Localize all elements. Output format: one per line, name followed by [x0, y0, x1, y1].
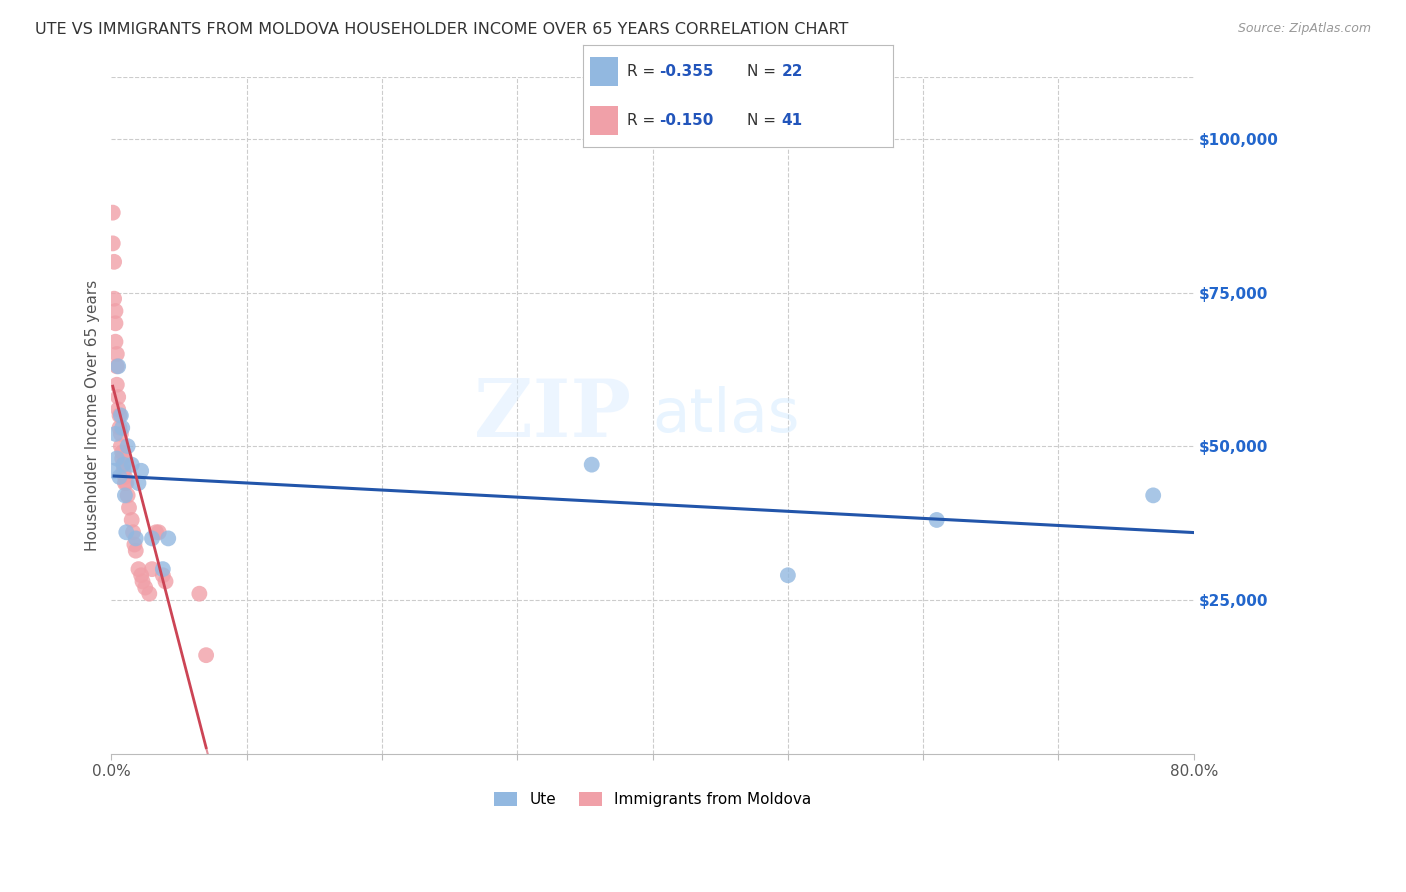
Point: [111, 451, 134, 466]
Bar: [589, 57, 617, 86]
Point: [114, 488, 136, 502]
Text: -0.355: -0.355: [659, 63, 714, 78]
Point: [131, 574, 153, 589]
Point: [110, 409, 132, 423]
Text: R =: R =: [627, 63, 659, 78]
Point: [107, 402, 129, 417]
Text: UTE VS IMMIGRANTS FROM MOLDOVA HOUSEHOLDER INCOME OVER 65 YEARS CORRELATION CHAR: UTE VS IMMIGRANTS FROM MOLDOVA HOUSEHOLD…: [35, 22, 849, 37]
Point: [155, 574, 177, 589]
Text: N =: N =: [748, 63, 782, 78]
Text: 22: 22: [782, 63, 803, 78]
Text: N =: N =: [748, 113, 782, 128]
Point: [110, 426, 132, 441]
Point: [111, 445, 134, 459]
Point: [141, 562, 163, 576]
Point: [188, 587, 211, 601]
Text: 41: 41: [782, 113, 803, 128]
Point: [115, 476, 138, 491]
Point: [108, 409, 131, 423]
Point: [125, 543, 148, 558]
Point: [127, 562, 149, 576]
Point: [115, 525, 138, 540]
Point: [111, 421, 134, 435]
Point: [108, 421, 131, 435]
Point: [581, 458, 603, 472]
Point: [101, 236, 124, 251]
Point: [105, 347, 128, 361]
Point: [121, 513, 143, 527]
Text: Source: ZipAtlas.com: Source: ZipAtlas.com: [1237, 22, 1371, 36]
Point: [148, 525, 170, 540]
Point: [108, 470, 131, 484]
Point: [134, 581, 156, 595]
Point: [776, 568, 799, 582]
Point: [122, 525, 145, 540]
Point: [104, 304, 127, 318]
Point: [105, 359, 128, 374]
Text: -0.150: -0.150: [659, 113, 714, 128]
Point: [104, 426, 127, 441]
Point: [114, 476, 136, 491]
Y-axis label: Householder Income Over 65 years: Householder Income Over 65 years: [86, 280, 100, 551]
Point: [117, 439, 139, 453]
Point: [141, 532, 163, 546]
Point: [152, 562, 174, 576]
Point: [925, 513, 948, 527]
Point: [107, 390, 129, 404]
Point: [114, 470, 136, 484]
Point: [104, 334, 127, 349]
Point: [112, 458, 135, 472]
Point: [124, 537, 146, 551]
Legend: Ute, Immigrants from Moldova: Ute, Immigrants from Moldova: [488, 786, 817, 814]
Point: [110, 439, 132, 453]
Text: R =: R =: [627, 113, 659, 128]
Point: [104, 316, 127, 330]
Point: [121, 458, 143, 472]
Point: [105, 377, 128, 392]
Point: [125, 532, 148, 546]
Point: [101, 205, 124, 219]
Point: [112, 464, 135, 478]
Point: [103, 464, 125, 478]
Point: [127, 476, 149, 491]
Point: [152, 568, 174, 582]
Point: [1142, 488, 1164, 502]
Point: [145, 525, 167, 540]
Point: [138, 587, 160, 601]
Point: [105, 451, 128, 466]
Point: [157, 532, 180, 546]
Point: [107, 359, 129, 374]
Text: atlas: atlas: [652, 386, 800, 445]
Text: ZIP: ZIP: [474, 376, 631, 455]
Point: [117, 488, 139, 502]
Point: [103, 255, 125, 269]
Point: [112, 458, 135, 472]
Point: [195, 648, 218, 663]
Point: [118, 500, 141, 515]
Point: [103, 292, 125, 306]
Point: [129, 568, 152, 582]
Point: [129, 464, 152, 478]
Bar: [589, 106, 617, 135]
